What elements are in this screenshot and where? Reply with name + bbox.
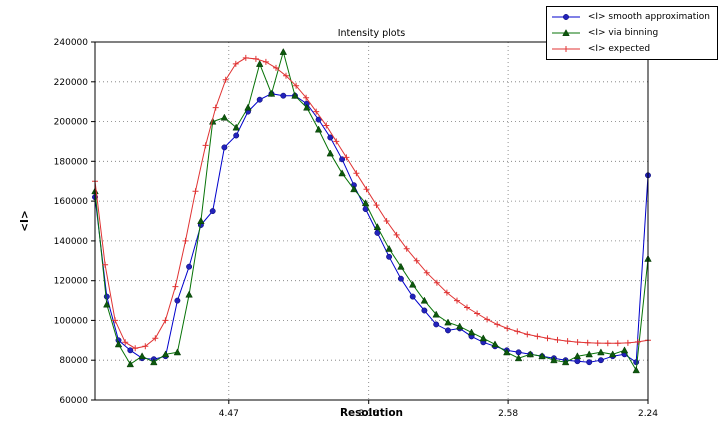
svg-text:60000: 60000	[59, 396, 88, 406]
legend-item-via-binning: <I> via binning	[551, 25, 710, 41]
svg-text:120000: 120000	[54, 277, 89, 287]
chart-title: Intensity plots	[337, 28, 406, 39]
svg-text:140000: 140000	[54, 237, 89, 247]
legend-label: <I> expected	[587, 44, 651, 54]
svg-text:3.16: 3.16	[359, 409, 379, 419]
svg-text:2.58: 2.58	[498, 409, 518, 419]
svg-text:180000: 180000	[54, 157, 89, 167]
blue-circle-line-icon	[551, 14, 580, 20]
red-plus-line-icon	[551, 46, 580, 52]
legend-label: <I> via binning	[587, 28, 659, 38]
legend: <I> smooth approximation <I> via binning…	[545, 6, 718, 60]
y-axis-label: <I>	[19, 210, 31, 232]
svg-text:200000: 200000	[54, 118, 89, 128]
x-axis-label: Resolution	[339, 407, 404, 419]
green-triangle-line-icon	[551, 29, 580, 36]
svg-text:160000: 160000	[54, 197, 89, 207]
legend-label: <I> smooth approximation	[587, 12, 710, 22]
svg-text:2.24: 2.24	[638, 409, 658, 419]
svg-text:80000: 80000	[59, 356, 88, 366]
legend-item-expected: <I> expected	[551, 41, 710, 57]
svg-text:4.47: 4.47	[219, 409, 239, 419]
svg-text:100000: 100000	[54, 316, 89, 326]
svg-text:240000: 240000	[54, 38, 89, 48]
svg-text:220000: 220000	[54, 78, 89, 88]
legend-item-smooth-approximation: <I> smooth approximation	[551, 9, 710, 25]
